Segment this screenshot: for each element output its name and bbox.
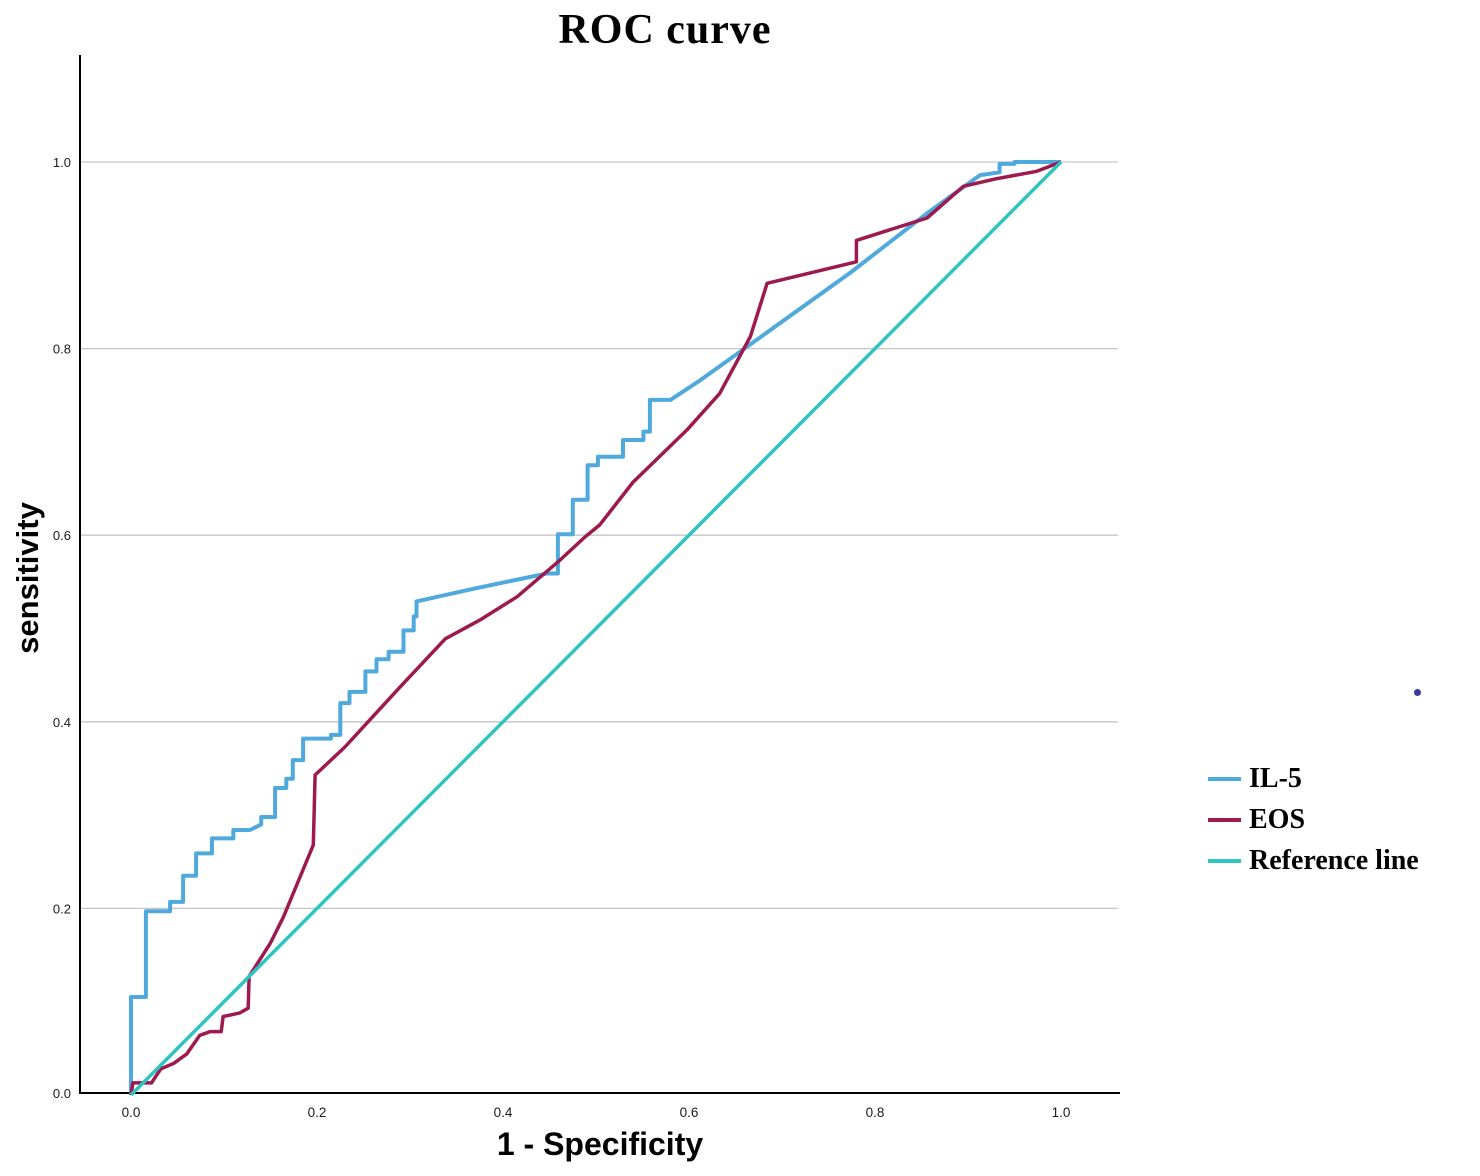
x-tick-label-0.6: 0.6 bbox=[680, 1105, 699, 1120]
il5-line-swatch bbox=[1208, 776, 1241, 781]
y-tick-label-0.4: 0.4 bbox=[53, 715, 71, 730]
y-tick-label-0.2: 0.2 bbox=[53, 901, 71, 916]
x-tick-label-0.2: 0.2 bbox=[308, 1105, 327, 1120]
legend-label-il5: IL-5 bbox=[1249, 762, 1302, 794]
x-tick-label-0.4: 0.4 bbox=[494, 1105, 513, 1120]
series-line-il-5 bbox=[129, 160, 1061, 1095]
legend-label-reference: Reference line bbox=[1249, 844, 1419, 876]
series-line-eos bbox=[129, 160, 1062, 1096]
legend: IL-5 EOS Reference line bbox=[1208, 758, 1419, 881]
legend-item-il5: IL-5 bbox=[1208, 758, 1419, 799]
y-tick-label-1.0: 1.0 bbox=[53, 155, 71, 170]
y-tick-label-0.8: 0.8 bbox=[53, 342, 71, 357]
legend-label-eos: EOS bbox=[1249, 803, 1306, 835]
legend-item-eos: EOS bbox=[1208, 799, 1419, 840]
x-tick-label-0.0: 0.0 bbox=[122, 1105, 141, 1120]
y-tick-label-0.0: 0.0 bbox=[53, 1086, 71, 1101]
chart-title: ROC curve bbox=[558, 7, 772, 53]
legend-item-reference: Reference line bbox=[1208, 840, 1419, 881]
y-tick-label-0.6: 0.6 bbox=[53, 528, 71, 543]
x-tick-label-0.8: 0.8 bbox=[866, 1105, 885, 1120]
x-tick-label-1.0: 1.0 bbox=[1052, 1105, 1071, 1120]
eos-line-swatch bbox=[1208, 817, 1241, 822]
roc-plot-area: 0.0 0.2 0.4 0.6 0.8 1.0 0.0 0.2 0.4 0.6 0.8 1.0 bbox=[53, 55, 1120, 1120]
series-line-reference-line bbox=[129, 160, 1063, 1097]
reference-line-swatch bbox=[1208, 858, 1241, 863]
x-axis-label: 1 - Specificity bbox=[496, 1126, 704, 1162]
stray-dot bbox=[1414, 689, 1421, 696]
